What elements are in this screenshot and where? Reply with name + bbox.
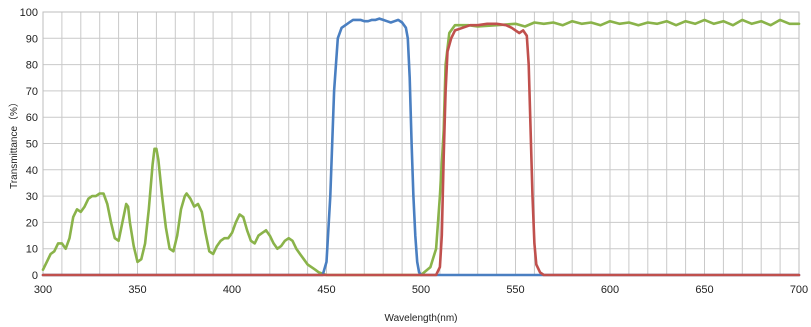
y-tick-label: 40 [26, 165, 38, 177]
x-tick-label: 700 [790, 284, 808, 296]
x-tick-label: 400 [223, 284, 241, 296]
series-line-2 [41, 17, 801, 277]
y-tick-label: 90 [26, 33, 38, 45]
series-lines [41, 17, 801, 277]
y-tick-label: 30 [26, 191, 38, 203]
y-tick-label: 50 [26, 139, 38, 151]
x-tick-label: 300 [34, 284, 52, 296]
x-tick-label: 500 [412, 284, 430, 296]
y-tick-label: 20 [26, 217, 38, 229]
x-axis-label: Wavelength(nm) [385, 313, 458, 324]
y-tick-label: 10 [26, 244, 38, 256]
series-line-1 [41, 18, 801, 277]
y-tick-label: 70 [26, 86, 38, 98]
y-tick-label: 60 [26, 112, 38, 124]
y-axis-label: Transmittance（%） [8, 97, 20, 189]
x-tick-label: 450 [317, 284, 335, 296]
grid [43, 12, 799, 275]
y-tick-label: 0 [32, 270, 38, 282]
x-tick-label: 600 [601, 284, 619, 296]
y-tick-label: 80 [26, 60, 38, 72]
y-axis-ticks: 0 10 20 30 40 50 60 70 80 90 100 [20, 7, 38, 282]
x-tick-label: 650 [695, 284, 713, 296]
y-tick-label: 100 [20, 7, 38, 19]
x-tick-label: 550 [506, 284, 524, 296]
x-axis-ticks: 300 350 400 450 500 550 600 650 700 [34, 284, 808, 296]
x-tick-label: 350 [128, 284, 146, 296]
series-line-3 [41, 22, 801, 277]
